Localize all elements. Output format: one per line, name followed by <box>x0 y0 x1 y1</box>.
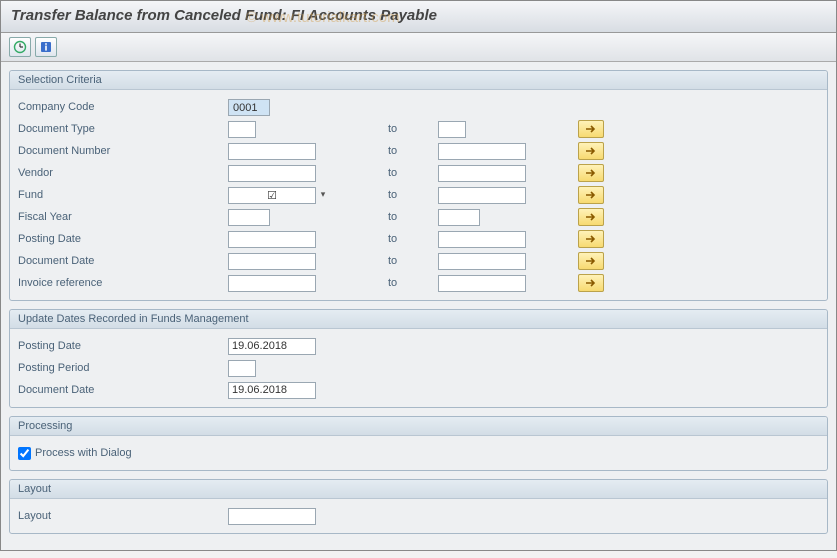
row-update-document-date: Document Date <box>18 379 819 401</box>
row-fiscal-year: Fiscal Year to <box>18 206 819 228</box>
group-selection-criteria: Selection Criteria Company Code 0001 Doc… <box>9 70 828 301</box>
row-update-posting-date: Posting Date <box>18 335 819 357</box>
label-document-type: Document Type <box>18 123 228 135</box>
posting-date-from-field[interactable] <box>228 231 316 248</box>
arrow-right-icon <box>585 146 597 156</box>
page-title: Transfer Balance from Canceled Fund: FI … <box>11 7 437 24</box>
document-type-to-field[interactable] <box>438 121 466 138</box>
label-process-with-dialog: Process with Dialog <box>35 447 132 459</box>
execute-button[interactable] <box>9 37 31 57</box>
group-title-selection: Selection Criteria <box>10 71 827 90</box>
arrow-right-icon <box>585 212 597 222</box>
invoice-ref-multi-button[interactable] <box>578 274 604 292</box>
content-area: Selection Criteria Company Code 0001 Doc… <box>1 62 836 550</box>
label-fiscal-year: Fiscal Year <box>18 211 228 223</box>
row-process-with-dialog: Process with Dialog <box>18 442 819 464</box>
label-layout: Layout <box>18 510 228 522</box>
row-document-type: Document Type to <box>18 118 819 140</box>
arrow-right-icon <box>585 168 597 178</box>
label-document-date: Document Date <box>18 255 228 267</box>
document-date-multi-button[interactable] <box>578 252 604 270</box>
invoice-ref-from-field[interactable] <box>228 275 316 292</box>
row-document-number: Document Number to <box>18 140 819 162</box>
row-posting-date: Posting Date to <box>18 228 819 250</box>
row-invoice-reference: Invoice reference to <box>18 272 819 294</box>
to-label: to <box>388 211 438 223</box>
group-update-dates: Update Dates Recorded in Funds Managemen… <box>9 309 828 408</box>
row-fund: Fund ▾ to <box>18 184 819 206</box>
fund-to-field[interactable] <box>438 187 526 204</box>
to-label: to <box>388 255 438 267</box>
fiscal-year-multi-button[interactable] <box>578 208 604 226</box>
fund-f4-button[interactable]: ▾ <box>317 187 329 204</box>
arrow-right-icon <box>585 124 597 134</box>
group-title-layout: Layout <box>10 480 827 499</box>
group-title-processing: Processing <box>10 417 827 436</box>
row-layout: Layout <box>18 505 819 527</box>
document-number-from-field[interactable] <box>228 143 316 160</box>
label-update-posting-date: Posting Date <box>18 340 228 352</box>
label-vendor: Vendor <box>18 167 228 179</box>
group-title-update: Update Dates Recorded in Funds Managemen… <box>10 310 827 329</box>
group-processing: Processing Process with Dialog <box>9 416 828 471</box>
row-update-posting-period: Posting Period <box>18 357 819 379</box>
info-button[interactable] <box>35 37 57 57</box>
vendor-multi-button[interactable] <box>578 164 604 182</box>
to-label: to <box>388 167 438 179</box>
row-company-code: Company Code 0001 <box>18 96 819 118</box>
invoice-ref-to-field[interactable] <box>438 275 526 292</box>
document-number-to-field[interactable] <box>438 143 526 160</box>
label-invoice-reference: Invoice reference <box>18 277 228 289</box>
label-posting-date: Posting Date <box>18 233 228 245</box>
to-label: to <box>388 145 438 157</box>
label-update-document-date: Document Date <box>18 384 228 396</box>
document-date-from-field[interactable] <box>228 253 316 270</box>
to-label: to <box>388 233 438 245</box>
label-update-posting-period: Posting Period <box>18 362 228 374</box>
group-layout: Layout Layout <box>9 479 828 534</box>
document-number-multi-button[interactable] <box>578 142 604 160</box>
row-document-date: Document Date to <box>18 250 819 272</box>
fund-from-field[interactable] <box>228 187 316 204</box>
fiscal-year-to-field[interactable] <box>438 209 480 226</box>
layout-field[interactable] <box>228 508 316 525</box>
fiscal-year-from-field[interactable] <box>228 209 270 226</box>
fund-multi-button[interactable] <box>578 186 604 204</box>
update-document-date-field[interactable] <box>228 382 316 399</box>
update-posting-date-field[interactable] <box>228 338 316 355</box>
document-type-multi-button[interactable] <box>578 120 604 138</box>
to-label: to <box>388 189 438 201</box>
to-label: to <box>388 277 438 289</box>
info-icon <box>39 40 53 54</box>
document-date-to-field[interactable] <box>438 253 526 270</box>
update-posting-period-field[interactable] <box>228 360 256 377</box>
company-code-field[interactable]: 0001 <box>228 99 270 116</box>
to-label: to <box>388 123 438 135</box>
posting-date-to-field[interactable] <box>438 231 526 248</box>
label-fund: Fund <box>18 189 228 201</box>
vendor-to-field[interactable] <box>438 165 526 182</box>
arrow-right-icon <box>585 190 597 200</box>
row-vendor: Vendor to <box>18 162 819 184</box>
label-document-number: Document Number <box>18 145 228 157</box>
label-company-code: Company Code <box>18 101 228 113</box>
toolbar <box>1 33 836 62</box>
arrow-right-icon <box>585 256 597 266</box>
title-bar: Transfer Balance from Canceled Fund: FI … <box>1 1 836 33</box>
arrow-right-icon <box>585 234 597 244</box>
vendor-from-field[interactable] <box>228 165 316 182</box>
posting-date-multi-button[interactable] <box>578 230 604 248</box>
arrow-right-icon <box>585 278 597 288</box>
process-with-dialog-checkbox[interactable] <box>18 447 31 460</box>
window: Transfer Balance from Canceled Fund: FI … <box>0 0 837 551</box>
clock-icon <box>13 40 27 54</box>
document-type-from-field[interactable] <box>228 121 256 138</box>
